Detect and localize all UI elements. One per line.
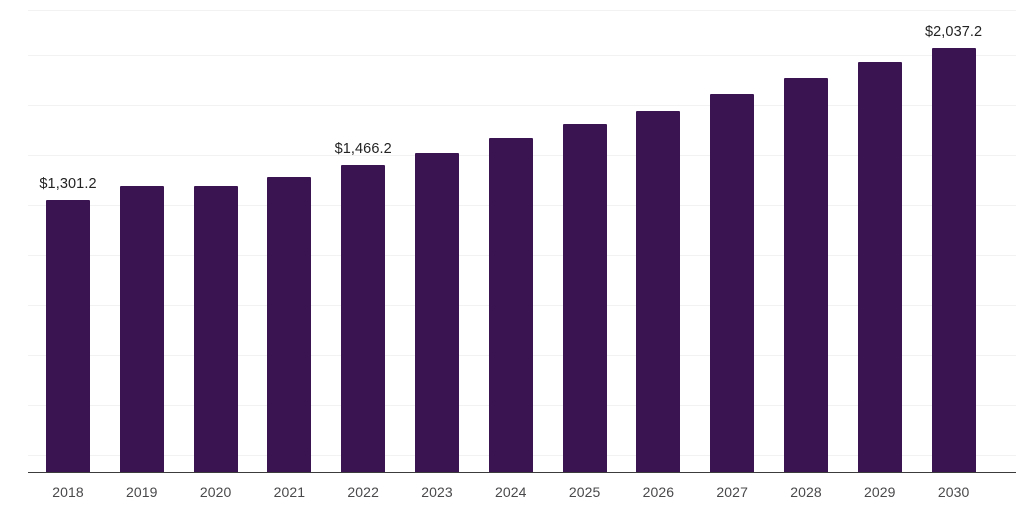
x-tick-2020: 2020 [199,484,232,500]
bar-value-label-2022: $1,466.2 [334,141,392,157]
gridline [28,10,1016,11]
x-tick-2021: 2021 [273,484,306,500]
x-tick-2023: 2023 [421,484,453,500]
x-tick-2029: 2029 [864,484,896,500]
bar-2025[interactable] [562,124,607,472]
x-tick-2027: 2027 [716,484,748,500]
bar-2018[interactable] [46,200,90,472]
x-axis-line [28,472,1016,473]
gridline [28,55,1016,56]
gridline [28,105,1016,106]
bar-2026[interactable] [636,111,681,472]
x-tick-2028: 2028 [790,484,822,500]
bar-2024[interactable] [488,138,533,472]
x-tick-2019: 2019 [126,484,158,500]
x-tick-2022: 2022 [347,484,379,500]
bar-2027[interactable] [710,94,755,472]
bar-2030[interactable] [931,48,976,472]
bar-2029[interactable] [857,62,902,472]
bar-2019[interactable] [119,186,164,472]
x-tick-2025: 2025 [568,484,601,500]
x-tick-2018: 2018 [52,484,84,500]
bar-2020[interactable] [193,186,238,472]
x-tick-2026: 2026 [642,484,675,500]
bar-2022[interactable] [341,165,386,472]
bar-2028[interactable] [784,78,828,472]
bar-value-label-2030: $2,037.2 [924,24,983,40]
x-tick-2030: 2030 [937,484,970,500]
x-tick-2024: 2024 [495,484,527,500]
bar-value-label-2018: $1,301.2 [39,176,97,192]
bar-2023[interactable] [415,153,459,472]
bar-2021[interactable] [267,177,312,472]
